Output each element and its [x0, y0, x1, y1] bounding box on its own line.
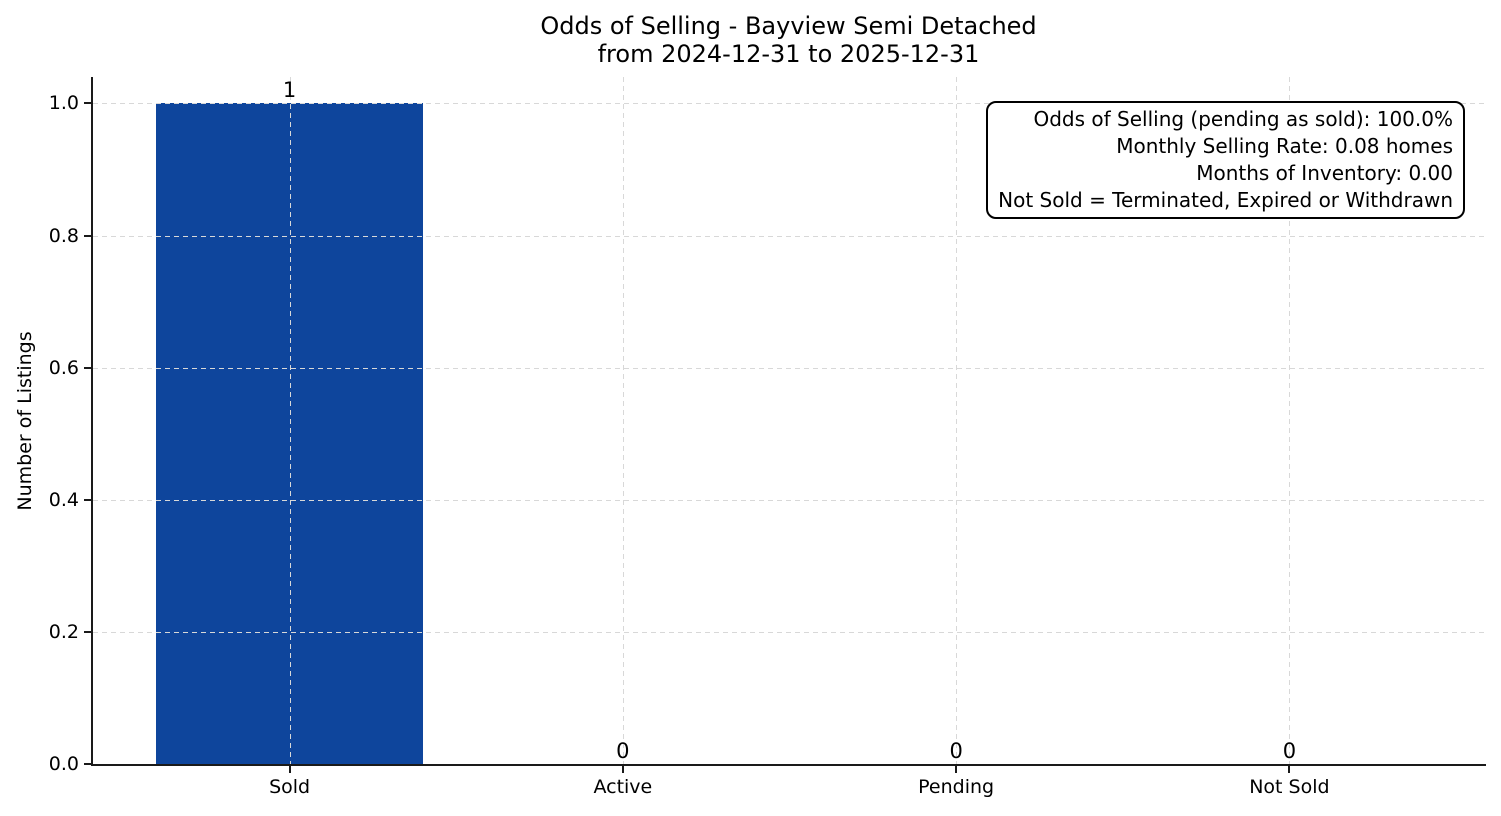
gridline-horizontal [93, 235, 1486, 237]
x-tick-mark [1288, 766, 1291, 773]
gridline-horizontal [93, 499, 1486, 501]
chart-title: Odds of Selling - Bayview Semi Detached [540, 12, 1037, 40]
chart-title-block: Odds of Selling - Bayview Semi Detached … [91, 12, 1486, 68]
x-tick-label-pending: Pending [918, 776, 995, 798]
y-tick-label: 1.0 [48, 92, 79, 115]
y-tick-mark [84, 498, 91, 501]
x-tick-label-sold: Sold [269, 776, 311, 798]
x-tick-mark [621, 766, 624, 773]
y-tick-mark [84, 366, 91, 369]
gridline-vertical [289, 77, 291, 764]
x-tick-mark [955, 766, 958, 773]
y-tick-label: 0.2 [48, 620, 79, 643]
x-tick-label-not-sold: Not Sold [1249, 776, 1330, 798]
y-tick-label: 0.8 [48, 224, 79, 247]
stats-annotation-box: Odds of Selling (pending as sold): 100.0… [986, 101, 1465, 219]
y-axis-label: Number of Listings [14, 331, 36, 511]
y-tick-mark [84, 630, 91, 633]
gridline-vertical [956, 77, 958, 764]
gridline-vertical [622, 77, 624, 764]
bar-value-label-sold: 1 [282, 78, 297, 103]
x-tick-mark [288, 766, 291, 773]
annotation-monthly-selling-rate: Monthly Selling Rate: 0.08 homes [1116, 134, 1453, 158]
annotation-months-of-inventory: Months of Inventory: 0.00 [1196, 161, 1453, 185]
y-tick-label: 0.6 [48, 356, 79, 379]
plot-area: 0.0 0.2 0.4 0.6 0.8 1.0 Sold 1 Active 0 Pending 0 No… [49, 77, 1486, 798]
y-tick-mark [84, 763, 91, 765]
x-tick-label-active: Active [593, 776, 653, 798]
gridline-horizontal [93, 631, 1486, 633]
gridline-horizontal [93, 367, 1486, 369]
bar-value-label-pending: 0 [949, 739, 963, 763]
bar-value-label-not-sold: 0 [1282, 739, 1297, 763]
y-tick-label: 0.4 [48, 488, 79, 511]
y-tick-label: 0.0 [48, 753, 79, 775]
annotation-not-sold-definition: Not Sold = Terminated, Expired or Withdr… [998, 188, 1453, 212]
chart-subtitle: from 2024-12-31 to 2025-12-31 [597, 40, 980, 68]
y-tick-mark [84, 234, 91, 237]
gridline-vertical [1289, 77, 1291, 764]
annotation-odds-of-selling: Odds of Selling (pending as sold): 100.0… [1033, 107, 1453, 131]
y-tick-mark [84, 102, 91, 105]
bar-value-label-active: 0 [616, 739, 630, 763]
gridline-horizontal [93, 103, 1486, 105]
